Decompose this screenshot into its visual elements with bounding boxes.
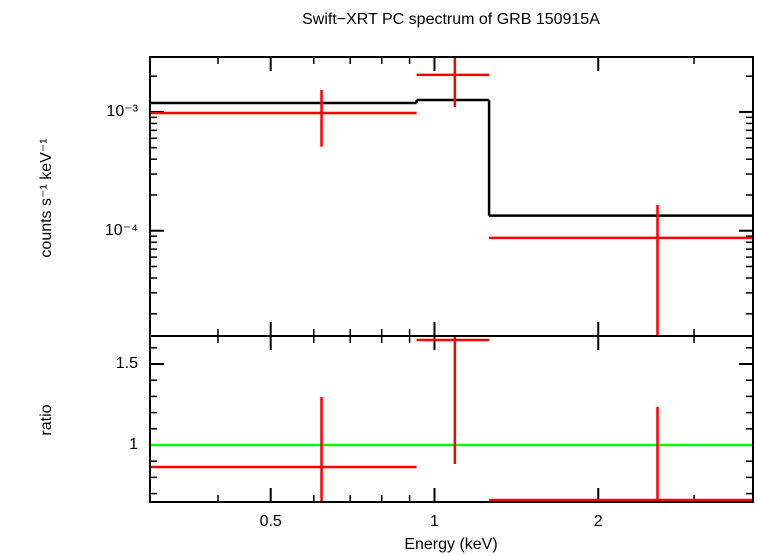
plot-frame xyxy=(149,335,754,503)
y-tick-label: 10⁻⁴ xyxy=(105,222,138,239)
x-axis-label: Energy (keV) xyxy=(404,536,497,553)
y-axis-label: counts s⁻¹ keV⁻¹ xyxy=(38,138,55,257)
chart-title: Swift−XRT PC spectrum of GRB 150915A xyxy=(302,11,600,28)
x-tick-label: 2 xyxy=(594,513,603,530)
y-tick-label: 10⁻³ xyxy=(106,103,138,120)
y-axis-label: ratio xyxy=(38,404,55,435)
y-tick-label: 1 xyxy=(129,436,138,453)
x-tick-label: 0.5 xyxy=(260,513,282,530)
x-tick-label: 1 xyxy=(430,513,439,530)
y-tick-label: 1.5 xyxy=(116,355,138,372)
